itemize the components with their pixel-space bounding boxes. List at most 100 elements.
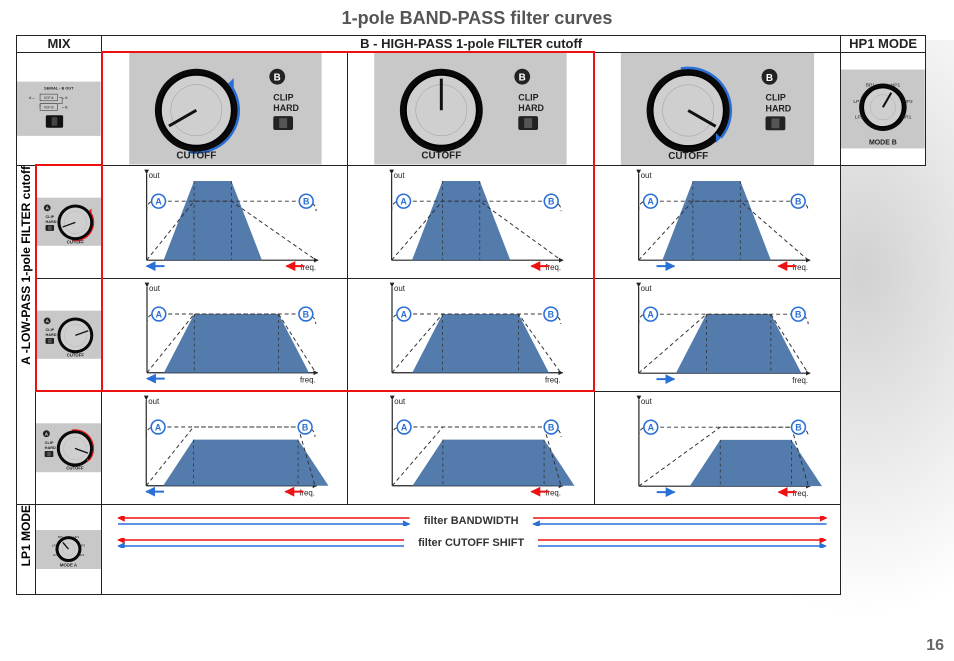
hdr-hp1-mode: HP1 MODE	[841, 36, 926, 53]
svg-text:out: out	[148, 170, 160, 179]
bandwidth-arrow-left	[110, 516, 416, 526]
svg-text:CLIP: CLIP	[45, 440, 54, 445]
svg-text:HP2: HP2	[904, 99, 914, 105]
svg-text:BP1: BP1	[58, 534, 64, 538]
svg-text:A: A	[648, 309, 655, 319]
svg-text:A: A	[401, 309, 408, 319]
a-knob-1: A CLIPHARD CUTOFF	[36, 278, 102, 391]
hdr-lp1-mode: LP1 MODE	[17, 504, 36, 594]
svg-text:A: A	[155, 309, 162, 319]
b-knob-0: B CLIPHARD CUTOFF	[102, 52, 348, 165]
svg-text:A→: A→	[29, 95, 36, 99]
svg-text:LP2: LP2	[855, 114, 864, 120]
chart-0-2: A B out freq.	[594, 165, 840, 278]
svg-text:HARD: HARD	[45, 332, 56, 336]
svg-text:HP1: HP1	[891, 82, 901, 88]
chart-2-0: A B out freq.	[102, 391, 348, 504]
cutoff-arrow-right	[532, 538, 832, 548]
svg-text:B: B	[548, 309, 554, 319]
svg-text:A: A	[45, 206, 48, 211]
svg-text:MODE B: MODE B	[869, 139, 897, 146]
svg-text:B: B	[795, 196, 802, 206]
svg-text:out: out	[641, 170, 653, 179]
svg-text:CLIP: CLIP	[273, 92, 293, 102]
cutoff-shift-row: filter CUTOFF SHIFT	[110, 537, 832, 549]
svg-text:HARD: HARD	[766, 103, 792, 113]
page-title: 1-pole BAND-PASS filter curves	[0, 0, 954, 35]
svg-text:freq.: freq.	[792, 489, 808, 498]
svg-text:CUTOFF: CUTOFF	[176, 151, 216, 162]
svg-text:HARD: HARD	[45, 445, 56, 450]
svg-text:out: out	[394, 170, 406, 179]
svg-text:HARD: HARD	[273, 103, 299, 113]
svg-text:out: out	[394, 283, 406, 292]
svg-text:freq.: freq.	[300, 375, 316, 384]
svg-text:freq.: freq.	[546, 489, 562, 498]
svg-text:freq.: freq.	[299, 489, 315, 498]
svg-text:out: out	[641, 283, 653, 292]
page-number: 16	[926, 637, 944, 655]
svg-text:B: B	[302, 309, 308, 319]
svg-text:CUTOFF: CUTOFF	[66, 466, 84, 471]
svg-text:freq.: freq.	[793, 376, 809, 385]
chart-0-0: A B out freq.	[102, 165, 348, 278]
svg-text:A: A	[401, 196, 408, 206]
svg-text:B: B	[795, 422, 802, 432]
svg-text:A: A	[45, 431, 48, 436]
svg-text:CLIP: CLIP	[45, 328, 54, 332]
svg-text:freq.: freq.	[546, 263, 562, 272]
svg-text:A: A	[45, 318, 48, 323]
chart-0-1: A B out freq.	[348, 165, 594, 278]
svg-text:CUTOFF: CUTOFF	[66, 352, 84, 357]
svg-text:freq.: freq.	[793, 263, 809, 272]
svg-text:A: A	[155, 196, 162, 206]
svg-text:VCF A: VCF A	[44, 95, 54, 99]
svg-text:B: B	[303, 196, 310, 206]
lp1-mode-knob: MODE A BP1 HP1 LP1 HP2 LP2 BR1	[36, 504, 102, 594]
svg-text:LP2: LP2	[53, 552, 59, 556]
a-knob-0: ACLIPHARDCUTOFF	[36, 165, 102, 278]
svg-text:B: B	[795, 309, 802, 319]
svg-text:B: B	[273, 73, 280, 84]
b-knob-2: BCLIPHARDCUTOFF	[594, 52, 840, 165]
svg-text:B: B	[519, 73, 526, 84]
svg-text:B: B	[302, 422, 308, 432]
b-knob-1: BCLIPHARDCUTOFF	[348, 52, 594, 165]
chart-1-1: A B out freq.	[348, 278, 594, 391]
bottom-labels: filter BANDWIDTH filter CUTOFF SHIFT	[102, 504, 841, 594]
svg-text:BR1: BR1	[79, 552, 85, 556]
svg-text:B: B	[766, 72, 773, 83]
svg-text:A: A	[155, 422, 162, 432]
svg-text:out: out	[149, 283, 161, 292]
bandwidth-label: filter BANDWIDTH	[424, 515, 519, 527]
svg-text:CUTOFF: CUTOFF	[66, 239, 84, 244]
hdr-mix: MIX	[17, 36, 102, 53]
svg-text:B: B	[548, 422, 554, 432]
svg-text:HARD: HARD	[45, 220, 56, 224]
hdr-b-hp: B - HIGH-PASS 1-pole FILTER cutoff	[102, 36, 841, 53]
svg-text:VCF B: VCF B	[44, 105, 55, 109]
svg-text:CLIP: CLIP	[766, 92, 786, 102]
chart-1-2: A B out freq.	[594, 278, 840, 391]
svg-text:HP2: HP2	[80, 543, 86, 547]
chart-2-2: A B out freq.	[594, 391, 840, 504]
svg-text:BR1: BR1	[902, 114, 912, 120]
svg-text:B: B	[548, 196, 555, 206]
svg-text:SERIAL - B OUT: SERIAL - B OUT	[44, 86, 74, 90]
bandwidth-arrow-right	[527, 516, 833, 526]
svg-text:A: A	[647, 422, 654, 432]
svg-text:LP1: LP1	[52, 543, 58, 547]
svg-text:A: A	[401, 422, 408, 432]
svg-text:BP1: BP1	[866, 82, 876, 88]
svg-text:out: out	[148, 397, 160, 406]
mix-panel: SERIAL - B OUT VCF A VCF B A→ →A →B	[17, 52, 102, 165]
svg-text:out: out	[395, 397, 407, 406]
bandwidth-row: filter BANDWIDTH	[110, 515, 832, 527]
filter-matrix: MIX B - HIGH-PASS 1-pole FILTER cutoff H…	[16, 35, 926, 595]
svg-text:CLIP: CLIP	[519, 92, 539, 102]
chart-1-0: A B out freq.	[102, 278, 348, 391]
chart-2-1: A B out freq.	[348, 391, 594, 504]
svg-text:HP1: HP1	[73, 534, 79, 538]
cutoff-arrow-left	[110, 538, 410, 548]
svg-text:out: out	[641, 396, 653, 405]
